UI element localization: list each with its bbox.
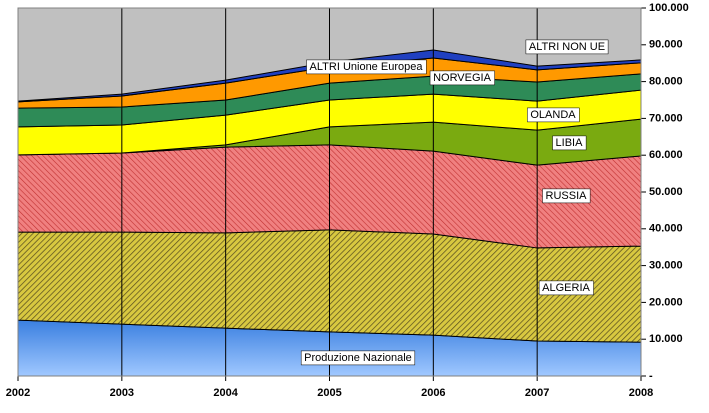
y-tick-label: 30.000 bbox=[649, 260, 683, 272]
y-tick-label: - bbox=[649, 370, 653, 382]
x-tick-label: 2005 bbox=[317, 387, 341, 399]
legend-box bbox=[429, 70, 495, 86]
y-tick-label: 10.000 bbox=[649, 333, 683, 345]
plot-border bbox=[17, 7, 642, 377]
legend-label: LIBIA bbox=[556, 137, 584, 149]
legend-label: ALTRI NON UE bbox=[529, 41, 605, 53]
legend-label: Produzione Nazionale bbox=[304, 352, 412, 364]
legend-box bbox=[542, 188, 591, 204]
y-tick-label: 80.000 bbox=[649, 76, 683, 88]
legend-box bbox=[538, 280, 594, 296]
y-tick-label: 50.000 bbox=[649, 186, 683, 198]
legend-label: OLANDA bbox=[530, 109, 576, 121]
y-tick-label: 60.000 bbox=[649, 149, 683, 161]
legend-box bbox=[306, 59, 427, 75]
legend-box bbox=[300, 350, 416, 366]
x-tick-label: 2004 bbox=[213, 387, 238, 399]
x-tick-label: 2008 bbox=[629, 387, 653, 399]
legend-label: NORVEGIA bbox=[433, 72, 492, 84]
legend-box bbox=[527, 107, 580, 123]
legend-label: RUSSIA bbox=[546, 190, 588, 202]
y-tick-label: 20.000 bbox=[649, 296, 683, 308]
y-tick-label: 70.000 bbox=[649, 112, 683, 124]
x-tick-label: 2006 bbox=[421, 387, 445, 399]
legend-box bbox=[552, 135, 587, 151]
x-tick-label: 2002 bbox=[6, 387, 30, 399]
legend-box bbox=[525, 39, 609, 55]
legend-label: ALGERIA bbox=[542, 282, 590, 294]
x-tick-label: 2007 bbox=[525, 387, 549, 399]
legend-label: ALTRI Unione Europea bbox=[310, 61, 424, 73]
y-tick-label: 100.000 bbox=[649, 2, 689, 14]
y-tick-label: 40.000 bbox=[649, 223, 683, 235]
x-tick-label: 2003 bbox=[110, 387, 134, 399]
y-tick-label: 90.000 bbox=[649, 39, 683, 51]
